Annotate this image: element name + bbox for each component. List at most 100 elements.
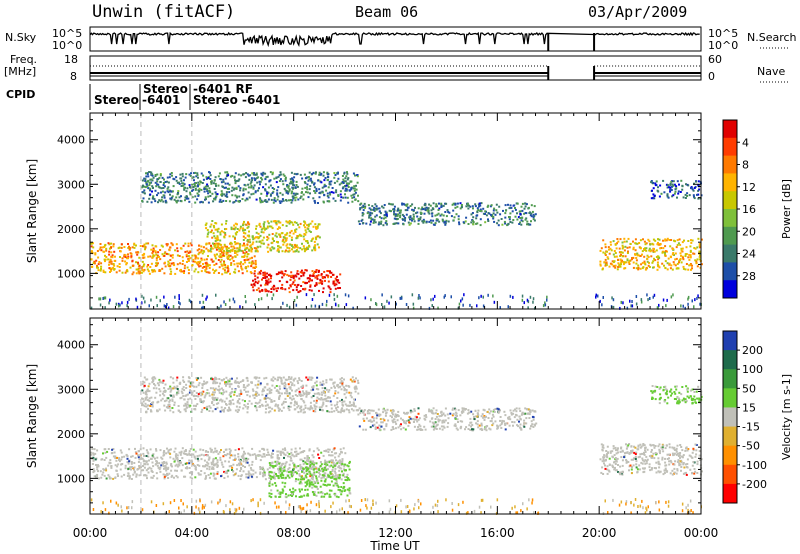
heatmap-cell [341,382,344,385]
heatmap-cell [656,263,659,266]
heatmap-cell [149,448,152,451]
heatmap-cell [192,186,195,188]
heatmap-cell [184,250,187,253]
heatmap-cell [301,177,304,180]
heatmap-cell [315,269,318,272]
heatmap-cell [675,246,678,249]
heatmap-cell [250,247,253,250]
heatmap-cell [309,185,312,188]
heatmap-cell [441,218,444,221]
heatmap-cell [274,220,277,222]
heatmap-cell [133,471,136,474]
heatmap-cell [444,223,447,226]
heatmap-cell [128,245,130,248]
heatmap-cell [293,384,296,387]
heatmap-cell [332,466,335,469]
heatmap-cell [234,457,237,460]
heatmap-cell [377,223,380,226]
heatmap-cell [215,242,218,245]
heatmap-cell [335,480,338,483]
heatmap-cell [212,232,215,235]
heatmap-cell [156,464,159,467]
heatmap-cell [128,448,131,451]
heatmap-cell [191,384,194,387]
heatmap-cell [497,224,500,227]
heatmap-cell [234,199,237,202]
heatmap-cell [457,215,460,218]
heatmap-cell [154,250,157,253]
heatmap-cell [213,271,216,274]
heatmap-cell [307,479,310,482]
heatmap-cell [239,189,242,192]
heatmap-cell [288,199,290,202]
heatmap-cell [143,384,146,387]
heatmap-cell [251,256,253,259]
heatmap-cell [191,477,194,480]
heatmap-cell [242,470,245,473]
nave-tick-top: 60 [708,53,722,66]
heatmap-cell [302,288,305,291]
heatmap-cell [447,211,450,213]
heatmap-cell [344,189,347,192]
heatmap-cell [175,393,178,396]
heatmap-cell [244,237,247,239]
heatmap-cell [316,376,319,379]
heatmap-cell [277,248,280,251]
heatmap-cell [397,213,399,216]
heatmap-cell [402,218,404,221]
y-tick-label: 1000 [57,267,85,280]
heatmap-cell [152,196,154,199]
heatmap-cell [492,217,495,220]
heatmap-cell [315,471,318,474]
heatmap-cell [312,456,315,459]
heatmap-cell [314,410,317,413]
heatmap-cell [254,178,257,180]
heatmap-cell [246,255,249,258]
heatmap-cell [336,401,339,404]
heatmap-cell [198,190,201,193]
heatmap-cell [147,471,150,474]
heatmap-cell [202,174,205,177]
heatmap-cell [355,188,358,191]
heatmap-cell [207,249,210,252]
heatmap-cell [311,460,314,463]
heatmap-cell [281,451,284,454]
heatmap-cell [113,250,116,253]
heatmap-cell [325,400,328,402]
heatmap-cell [654,182,657,185]
heatmap-cell [392,208,394,211]
noise-cell [443,295,445,299]
heatmap-cell [93,448,96,451]
heatmap-cell [230,245,233,248]
heatmap-cell [337,391,340,394]
heatmap-cell [177,392,180,395]
heatmap-cell [311,274,314,277]
heatmap-cell [472,207,474,210]
heatmap-cell [329,193,332,196]
heatmap-cell [138,458,141,461]
heatmap-cell [153,269,156,272]
heatmap-cell [206,233,209,236]
heatmap-cell [635,259,638,262]
heatmap-cell [521,202,524,205]
heatmap-cell [204,465,207,468]
heatmap-cell [370,217,373,220]
heatmap-cell [304,488,307,491]
heatmap-cell [602,251,605,254]
heatmap-cell [177,460,180,463]
heatmap-cell [184,462,187,465]
heatmap-cell [307,391,310,394]
heatmap-cell [322,470,325,473]
heatmap-cell [168,448,171,451]
heatmap-cell [287,471,290,474]
heatmap-cell [135,244,137,247]
heatmap-cell [322,401,325,404]
heatmap-cell [500,218,503,220]
heatmap-cell [282,173,285,176]
heatmap-cell [281,481,284,484]
heatmap-cell [294,489,297,492]
heatmap-cell [225,470,228,473]
heatmap-cell [320,172,323,175]
heatmap-cell [208,271,211,274]
heatmap-cell [133,466,136,469]
